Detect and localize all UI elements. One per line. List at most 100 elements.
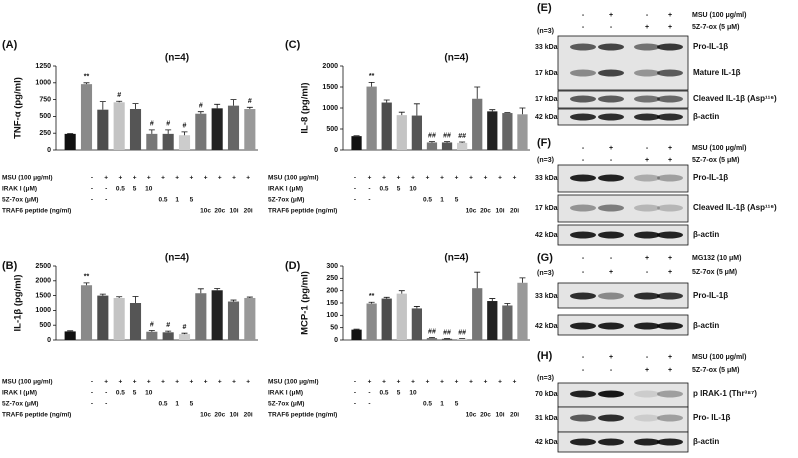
condition-cell: + [104, 379, 108, 386]
bar [113, 297, 125, 340]
error-bar [83, 82, 90, 85]
lane-sign: + [668, 354, 672, 361]
lane-sign: - [646, 354, 649, 361]
condition-cell: - [354, 390, 356, 397]
condition-label: TRAF6 peptide (ng/ml) [268, 208, 337, 215]
condition-cell: + [440, 175, 444, 182]
bar [178, 135, 191, 150]
error-bar [489, 109, 496, 112]
error-bar [459, 141, 466, 143]
condition-cell: + [455, 379, 459, 386]
band-label: Pro-IL-1β [693, 42, 728, 51]
significance-mark: ** [84, 274, 90, 281]
band-label: p IRAK-1 (Thr³⁸⁷) [693, 389, 757, 398]
bar [366, 303, 377, 340]
condition-cell: 5 [397, 390, 401, 397]
bar [178, 334, 191, 340]
bar [487, 301, 498, 340]
band-label: Pro-IL-1β [693, 173, 728, 182]
lane-sign: - [610, 24, 613, 31]
condition-cell: 10c [200, 412, 211, 419]
y-tick-label: 1000 [35, 80, 51, 87]
lane-sign: + [645, 255, 649, 262]
error-bar [398, 290, 405, 294]
band-label: Mature IL-1β [693, 68, 741, 77]
condition-cell: + [513, 175, 517, 182]
condition-cell: - [368, 197, 370, 204]
blot-band [657, 43, 683, 51]
bar [411, 308, 423, 340]
condition-cell: + [119, 379, 123, 386]
treatment-label: MSU (100 μg/ml) [692, 354, 746, 361]
bar [211, 290, 223, 340]
blot-band [598, 95, 624, 103]
bar [211, 108, 223, 150]
condition-cell: + [147, 175, 151, 182]
treatment-label: MG132 (10 μM) [692, 255, 741, 262]
condition-label: 5Z-7ox (μM) [2, 401, 38, 408]
chart-title: (n=4) [165, 53, 189, 64]
lane-sign: + [668, 255, 672, 262]
y-tick-label: 2500 [35, 263, 51, 270]
condition-cell: + [246, 175, 250, 182]
molecular-weight: 17 kDa [535, 70, 558, 77]
lane-sign: + [609, 12, 613, 19]
error-bar [230, 99, 237, 106]
error-bar [214, 103, 221, 109]
molecular-weight: 42 kDa [535, 114, 558, 121]
panel-label: (D) [285, 260, 301, 272]
condition-cell: - [91, 175, 93, 182]
condition-label: IRAK I (μM) [268, 186, 303, 193]
y-tick-label: 2000 [35, 278, 51, 285]
condition-cell: 20c [480, 412, 491, 419]
bar [502, 305, 513, 340]
y-tick-label: 500 [39, 322, 51, 329]
condition-cell: 5 [133, 186, 137, 193]
lane-sign: - [646, 145, 649, 152]
molecular-weight: 42 kDa [535, 323, 558, 330]
significance-mark: # [248, 98, 252, 105]
condition-cell: 5 [190, 401, 194, 408]
condition-cell: - [105, 390, 107, 397]
y-tick-label: 750 [39, 96, 51, 103]
bar [472, 288, 483, 340]
bar [195, 293, 207, 340]
y-tick-label: 300 [326, 263, 338, 270]
blot-band [570, 390, 596, 398]
condition-cell: + [368, 175, 372, 182]
bar [244, 109, 256, 150]
blot-band [570, 414, 596, 422]
blot-band [598, 390, 624, 398]
blot-band [634, 204, 660, 212]
blot-band [634, 414, 660, 422]
condition-cell: - [105, 401, 107, 408]
condition-label: IRAK I (μM) [2, 390, 37, 397]
blot-band [570, 69, 596, 77]
error-bar [214, 288, 221, 291]
error-bar [116, 296, 123, 298]
molecular-weight: 42 kDa [535, 232, 558, 239]
chart-title: (n=4) [165, 253, 189, 264]
error-bar [165, 330, 172, 333]
treatment-label: 5Z-7-ox (5 μM) [692, 367, 739, 374]
condition-cell: - [354, 186, 356, 193]
blot-band [634, 438, 660, 446]
y-tick-label: 250 [39, 130, 51, 137]
condition-cell: - [91, 401, 93, 408]
significance-mark: ** [84, 74, 90, 81]
condition-cell: + [232, 379, 236, 386]
error-bar [368, 301, 375, 304]
condition-cell: 20c [214, 412, 225, 419]
condition-cell: 20i [244, 412, 253, 419]
condition-cell: + [218, 175, 222, 182]
treatment-label: 5Z-7-ox (5 μM) [692, 157, 739, 164]
bar [456, 142, 468, 150]
condition-cell: 5 [455, 197, 459, 204]
condition-cell: - [91, 197, 93, 204]
blot-band [634, 231, 660, 239]
condition-label: IRAK I (μM) [268, 390, 303, 397]
condition-cell: + [382, 379, 386, 386]
chart-title: (n=4) [444, 53, 468, 64]
error-bar [474, 271, 481, 289]
condition-cell: 10c [466, 208, 477, 215]
